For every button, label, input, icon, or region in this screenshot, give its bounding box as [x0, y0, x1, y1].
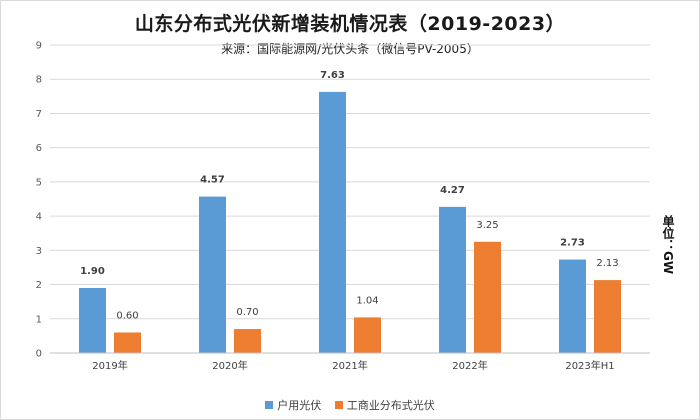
- data-label-series-1: 4.27: [440, 185, 465, 196]
- data-label-series-2: 2.13: [596, 258, 618, 269]
- y-axis-ticks: 0 1 2 3 4 5 6 7 8 9: [36, 41, 42, 360]
- bar-series-2: [234, 329, 261, 353]
- y-tick-label: 2: [36, 280, 42, 291]
- y-tick-label: 7: [36, 109, 42, 120]
- y-tick-label: 5: [36, 177, 42, 188]
- bar-series-1: [319, 91, 346, 353]
- legend-swatch-series-1: [265, 401, 274, 409]
- data-label-series-2: 1.04: [356, 295, 378, 306]
- y-tick-label: 4: [36, 212, 42, 223]
- x-axis-categories: 2019年 2020年 2021年 2022年 2023年H1: [92, 359, 614, 372]
- data-labels: 1.90 0.60 4.57 0.70 7.63 1.04 4.27 3.25 2.73 2.13: [80, 70, 618, 322]
- data-label-series-2: 0.70: [236, 307, 258, 318]
- bar-series-1: [559, 259, 586, 353]
- legend-label-series-1: 户用光伏: [277, 399, 322, 412]
- y-tick-label: 6: [36, 143, 42, 154]
- data-label-series-1: 1.90: [80, 266, 105, 277]
- gridlines: [50, 44, 650, 320]
- legend-label-series-2: 工商业分布式光伏: [346, 399, 435, 412]
- legend: 户用光伏 工商业分布式光伏: [0, 397, 700, 413]
- data-label-series-1: 4.57: [200, 175, 225, 186]
- x-category-label: 2021年: [332, 359, 367, 372]
- bar-series-2: [354, 317, 381, 353]
- bars: [79, 91, 621, 353]
- legend-swatch-series-2: [334, 401, 343, 409]
- legend-item-series-2: 工商业分布式光伏: [334, 397, 435, 413]
- x-category-label: 2020年: [212, 359, 247, 372]
- y-tick-label: 8: [36, 75, 42, 86]
- y-tick-label: 1: [36, 314, 42, 325]
- y-tick-label: 3: [36, 246, 42, 257]
- x-category-label: 2023年H1: [565, 359, 614, 372]
- y-tick-label: 0: [36, 349, 42, 360]
- x-category-label: 2022年: [452, 359, 487, 372]
- y-tick-label: 9: [36, 41, 42, 52]
- legend-item-series-1: 户用光伏: [265, 397, 321, 413]
- x-category-label: 2019年: [92, 359, 127, 372]
- bar-series-1: [199, 196, 226, 353]
- bar-series-2: [474, 241, 501, 353]
- bar-series-1: [439, 206, 466, 353]
- bar-series-1: [79, 287, 106, 353]
- bar-series-2: [114, 332, 141, 353]
- bar-series-2: [594, 280, 621, 353]
- chart-title: 山东分布式光伏新增装机情况表（2019-2023）: [134, 13, 566, 35]
- unit-label: 单位：GW: [661, 215, 675, 275]
- data-label-series-2: 0.60: [116, 310, 138, 321]
- data-label-series-2: 3.25: [476, 220, 498, 231]
- data-label-series-1: 7.63: [320, 70, 345, 81]
- data-label-series-1: 2.73: [560, 238, 585, 249]
